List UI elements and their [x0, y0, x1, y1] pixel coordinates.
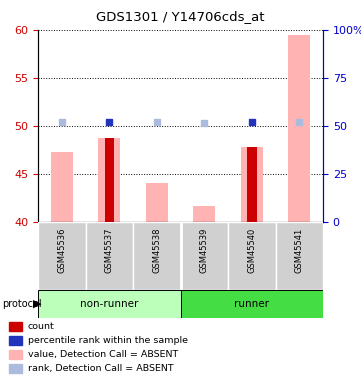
Bar [86, 222, 133, 290]
Text: GSM45540: GSM45540 [247, 228, 256, 273]
Text: rank, Detection Call = ABSENT: rank, Detection Call = ABSENT [28, 364, 173, 373]
Bar [98, 138, 120, 222]
Text: GDS1301 / Y14706cds_at: GDS1301 / Y14706cds_at [96, 10, 265, 23]
Text: percentile rank within the sample: percentile rank within the sample [28, 336, 188, 345]
Text: count: count [28, 322, 55, 332]
Bar [9, 322, 22, 331]
Bar [38, 290, 180, 318]
Bar [247, 147, 257, 222]
Text: runner: runner [234, 299, 269, 309]
Bar [193, 206, 215, 222]
Bar [241, 147, 263, 222]
Bar [9, 364, 22, 372]
Bar [9, 350, 22, 359]
Bar [288, 35, 310, 222]
Bar [146, 183, 168, 222]
Text: GSM45538: GSM45538 [152, 228, 161, 273]
Text: GSM45541: GSM45541 [295, 228, 304, 273]
Bar [104, 138, 114, 222]
Text: value, Detection Call = ABSENT: value, Detection Call = ABSENT [28, 350, 178, 359]
Text: GSM45539: GSM45539 [200, 228, 209, 273]
Text: GSM45536: GSM45536 [57, 228, 66, 273]
Text: protocol: protocol [2, 299, 42, 309]
Bar [275, 222, 323, 290]
Text: non-runner: non-runner [80, 299, 138, 309]
Bar [180, 290, 323, 318]
Text: GSM45537: GSM45537 [105, 228, 114, 273]
Bar [228, 222, 275, 290]
Bar [9, 336, 22, 345]
Bar [51, 152, 73, 222]
Bar [180, 222, 228, 290]
Text: ▶: ▶ [32, 299, 41, 309]
Bar [133, 222, 180, 290]
Bar [38, 222, 86, 290]
